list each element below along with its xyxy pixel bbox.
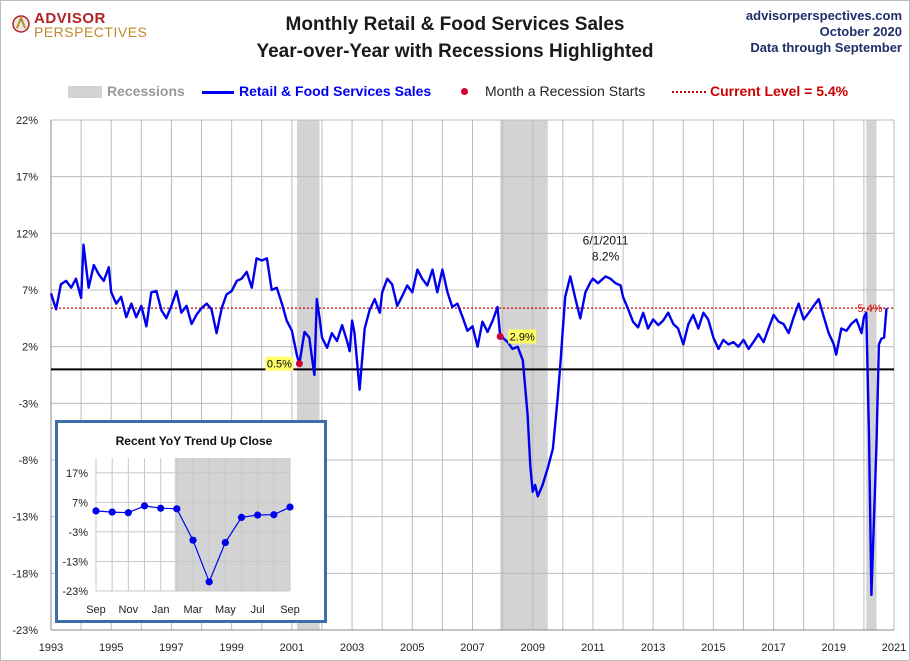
inset-x-tick-label: Mar <box>184 604 203 616</box>
source-block: advisorperspectives.com October 2020 Dat… <box>746 8 902 56</box>
x-tick-label: 2011 <box>581 642 605 654</box>
inset-recession-band <box>174 458 290 591</box>
x-tick-label: 2013 <box>641 642 665 654</box>
y-tick-label: 22% <box>16 115 38 127</box>
x-tick-label: 2007 <box>460 642 484 654</box>
inset-y-tick-label: 17% <box>66 468 88 480</box>
annotations: 5.4% 6/1/2011 8.2% <box>583 233 883 315</box>
source-site: advisorperspectives.com <box>745 8 902 23</box>
inset-point <box>124 509 132 517</box>
recession-bands <box>296 120 877 630</box>
y-tick-label: -18% <box>12 568 38 580</box>
x-tick-label: 1995 <box>99 642 123 654</box>
x-tick-label: 2003 <box>340 642 364 654</box>
inset-grid-lines <box>95 458 291 592</box>
inset-point <box>237 513 246 522</box>
inset-chart-box: Recent YoY Trend Up Close 17% 7% -3% -13% -2… <box>55 420 327 623</box>
source-date: October 2020 <box>819 24 902 39</box>
y-tick-label: 12% <box>16 228 38 240</box>
inset-x-tick-label: Nov <box>119 604 139 616</box>
y-tick-label: 2% <box>22 342 38 354</box>
chart-legend: Recessions Retail & Food Services Sales … <box>0 82 910 102</box>
y-tick-label: 7% <box>22 285 38 297</box>
inset-recession-band <box>174 458 290 591</box>
x-tick-label: 2001 <box>280 642 304 654</box>
inset-x-tick-label: Sep <box>86 604 106 616</box>
axis-ticks: 22%17%12%7%2%-3%-8%-13%-18%-23%1993 1995 1… <box>12 115 906 654</box>
inset-title: Recent YoY Trend Up Close <box>116 434 273 448</box>
x-tick-label: 1999 <box>219 642 243 654</box>
inset-point <box>140 502 149 510</box>
source-data-through: Data through September <box>750 40 902 55</box>
recession-start-marker <box>496 332 504 340</box>
inset-y-tick-label: -23% <box>62 586 88 598</box>
y-tick-label: -13% <box>12 512 38 524</box>
legend-current-level-label: Current Level = 5.4% <box>710 83 849 99</box>
legend-recessions-swatch <box>68 86 102 98</box>
x-tick-label: 1997 <box>159 642 183 654</box>
x-tick-label: 2019 <box>822 642 846 654</box>
inset-x-tick-label: Jul <box>251 604 265 616</box>
inset-chart: Recent YoY Trend Up Close 17% 7% -3% -13% -2… <box>62 434 299 616</box>
y-tick-label: 17% <box>16 172 38 184</box>
recession-start-label: 0.5% <box>267 359 292 371</box>
inset-point <box>92 507 100 515</box>
logo-icon <box>12 15 30 33</box>
y-tick-label: -3% <box>18 398 38 410</box>
x-tick-label: 2005 <box>400 642 424 654</box>
recession-start-label-bg <box>508 329 537 344</box>
logo-line1: ADVISOR <box>34 10 106 27</box>
recession-start-marker <box>295 360 303 368</box>
recession-band <box>866 120 877 630</box>
x-tick-label: 2015 <box>701 642 725 654</box>
inset-point <box>189 536 197 544</box>
series-line-retail-food-services <box>49 243 888 597</box>
inset-point <box>221 538 229 547</box>
legend-current-level-line <box>672 91 706 93</box>
recession-start-label-bg <box>265 356 294 371</box>
inset-series-points <box>92 502 294 586</box>
x-tick-label: 2009 <box>520 642 544 654</box>
peak-annotation-value: 8.2% <box>592 249 620 263</box>
chart-title-line1: Monthly Retail & Food Services Sales <box>285 14 625 35</box>
inset-y-tick-label: -3% <box>68 527 88 539</box>
inset-x-tick-label: May <box>215 604 236 616</box>
current-level-value-label: 5.4% <box>857 303 882 315</box>
legend-series-label: Retail & Food Services Sales <box>239 83 432 99</box>
inset-y-tick-label: -13% <box>62 556 88 568</box>
x-tick-label: 1993 <box>39 642 63 654</box>
legend-recession-start-label: Month a Recession Starts <box>485 83 646 99</box>
inset-point <box>157 504 165 512</box>
inset-point <box>205 578 213 586</box>
chart-title-line2: Year-over-Year with Recessions Highlight… <box>256 41 654 62</box>
legend-recession-start-marker <box>461 88 468 95</box>
logo-line2: PERSPECTIVES <box>34 24 148 40</box>
x-tick-label: 2021 <box>882 642 906 654</box>
inset-point <box>173 505 181 513</box>
recession-start-markers: 0.5% 2.9% <box>265 329 537 371</box>
recession-start-label: 2.9% <box>510 331 535 343</box>
legend-recessions-label: Recessions <box>107 83 185 99</box>
x-tick-label: 2017 <box>761 642 785 654</box>
inset-point <box>108 508 116 516</box>
peak-annotation-date: 6/1/2011 <box>583 233 629 247</box>
inset-x-tick-label: Jan <box>152 604 170 616</box>
inset-point <box>286 503 294 511</box>
inset-y-tick-label: 7% <box>72 497 88 509</box>
inset-point <box>254 511 262 519</box>
y-tick-label: -8% <box>18 455 38 467</box>
inset-point <box>270 511 278 519</box>
legend-series-swatch <box>202 91 234 94</box>
y-tick-label: -23% <box>12 625 38 637</box>
inset-x-tick-label: Sep <box>280 604 300 616</box>
inset-axis-ticks: 17% 7% -3% -13% -23% Sep Nov Jan Mar May Jul Sep <box>62 468 299 616</box>
